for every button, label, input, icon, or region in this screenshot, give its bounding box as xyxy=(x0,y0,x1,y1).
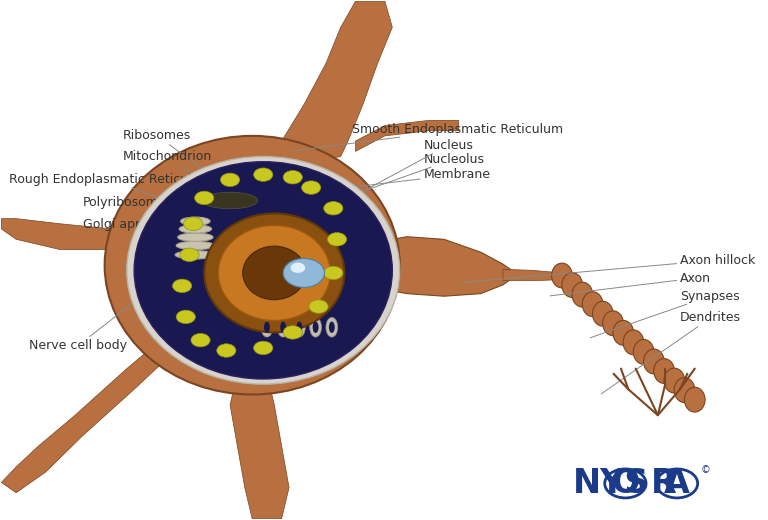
Ellipse shape xyxy=(134,162,392,379)
Ellipse shape xyxy=(562,272,582,297)
Circle shape xyxy=(290,263,305,273)
Text: A: A xyxy=(664,467,690,500)
Ellipse shape xyxy=(204,213,344,332)
Ellipse shape xyxy=(674,378,695,402)
Ellipse shape xyxy=(313,321,319,333)
Circle shape xyxy=(253,168,273,181)
Circle shape xyxy=(253,341,273,355)
Text: R: R xyxy=(650,467,676,500)
Polygon shape xyxy=(356,120,458,151)
Text: Synapses: Synapses xyxy=(591,290,740,337)
Ellipse shape xyxy=(654,359,674,383)
Circle shape xyxy=(217,344,236,357)
Circle shape xyxy=(191,333,210,347)
Ellipse shape xyxy=(180,217,210,225)
Circle shape xyxy=(180,248,199,262)
Ellipse shape xyxy=(572,282,593,307)
Ellipse shape xyxy=(613,320,634,345)
Ellipse shape xyxy=(243,246,306,300)
Ellipse shape xyxy=(310,317,322,337)
Text: Dendrites: Dendrites xyxy=(601,311,741,394)
Ellipse shape xyxy=(329,321,335,333)
Circle shape xyxy=(220,173,240,187)
Ellipse shape xyxy=(684,387,705,412)
Polygon shape xyxy=(370,237,518,296)
Ellipse shape xyxy=(277,317,289,337)
Text: Axon hillock: Axon hillock xyxy=(462,254,755,282)
Text: Polyribosomes: Polyribosomes xyxy=(82,196,198,228)
Ellipse shape xyxy=(644,349,664,374)
Ellipse shape xyxy=(177,233,213,241)
Ellipse shape xyxy=(280,321,286,333)
Ellipse shape xyxy=(623,330,644,355)
Text: Nucleolus: Nucleolus xyxy=(339,153,485,200)
Ellipse shape xyxy=(296,321,303,333)
Text: Membrane: Membrane xyxy=(351,168,490,187)
Circle shape xyxy=(327,232,346,246)
Ellipse shape xyxy=(603,311,624,336)
Ellipse shape xyxy=(582,292,603,317)
Text: O: O xyxy=(611,467,640,500)
Text: Axon: Axon xyxy=(550,271,711,296)
Ellipse shape xyxy=(127,157,399,384)
Circle shape xyxy=(324,266,343,280)
Circle shape xyxy=(173,279,192,293)
Circle shape xyxy=(184,217,203,230)
Ellipse shape xyxy=(176,241,214,250)
Ellipse shape xyxy=(551,263,572,288)
Circle shape xyxy=(283,258,324,288)
Circle shape xyxy=(302,181,321,194)
Circle shape xyxy=(283,326,303,339)
Ellipse shape xyxy=(203,192,258,209)
Polygon shape xyxy=(503,269,562,281)
Ellipse shape xyxy=(293,317,305,337)
Text: Mitochondrion: Mitochondrion xyxy=(123,150,224,197)
Text: ©: © xyxy=(700,465,710,475)
Ellipse shape xyxy=(175,251,216,259)
Text: Rough Endoplasmatic Reticulum: Rough Endoplasmatic Reticulum xyxy=(8,173,211,214)
Ellipse shape xyxy=(261,317,273,337)
Ellipse shape xyxy=(634,340,654,365)
Circle shape xyxy=(324,202,343,215)
Text: Nerve cell body: Nerve cell body xyxy=(29,298,139,352)
Ellipse shape xyxy=(264,321,270,333)
Text: Nucleus: Nucleus xyxy=(325,139,473,212)
Circle shape xyxy=(176,310,195,323)
Ellipse shape xyxy=(179,225,212,233)
Polygon shape xyxy=(230,369,289,518)
Circle shape xyxy=(309,300,328,313)
Text: Smooth Endoplasmatic Reticulum: Smooth Endoplasmatic Reticulum xyxy=(292,123,564,151)
Ellipse shape xyxy=(326,317,338,337)
Text: Golgi apparatus: Golgi apparatus xyxy=(82,218,194,244)
Ellipse shape xyxy=(218,225,330,320)
Text: NYS: NYS xyxy=(573,467,650,500)
Circle shape xyxy=(283,171,303,184)
Ellipse shape xyxy=(592,301,613,326)
Polygon shape xyxy=(2,327,186,493)
Ellipse shape xyxy=(104,136,399,395)
Text: Ribosomes: Ribosomes xyxy=(123,129,220,182)
Circle shape xyxy=(194,191,214,205)
Polygon shape xyxy=(2,218,149,255)
Ellipse shape xyxy=(664,368,684,393)
Polygon shape xyxy=(267,2,392,162)
